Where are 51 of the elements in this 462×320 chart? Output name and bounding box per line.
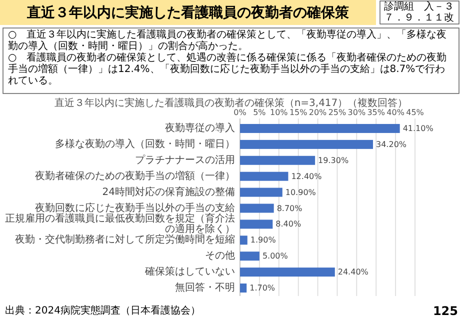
y-tick-label: 夜勤専従の導入: [165, 122, 235, 134]
data-label: 10.90%: [285, 188, 316, 197]
data-label: 1.70%: [250, 284, 276, 293]
data-label: 5.00%: [262, 252, 288, 261]
text: 125: [432, 304, 458, 318]
data-label: 8.40%: [276, 220, 302, 229]
text: ７．９．１１改: [384, 12, 454, 24]
data-label: 1.90%: [250, 236, 276, 245]
data-label: 12.40%: [291, 172, 322, 181]
text: 診調組 入－３: [384, 0, 454, 12]
data-label: 34.20%: [376, 140, 407, 149]
x-tick-label: 20%: [308, 108, 328, 117]
source-note: 出典：2024病院実態調査（日本看護協会）: [5, 304, 200, 316]
data-label: 24.40%: [338, 268, 369, 277]
text: ○ 看護職員の夜勤者の確保策として、処遇の改善に係る確保策に係る「夜勤者確保のための夜勤手当の増額（一律）」は12.4%、「夜勤回数に応じた夜勤手当以外の手当の支給」は8.7%で行われている。: [8, 52, 447, 86]
x-tick-label: 30%: [348, 108, 366, 117]
y-tick-label: 無回答・不明: [175, 282, 235, 294]
data-label: 41.10%: [402, 124, 434, 133]
bar: [240, 204, 274, 213]
text: ○ 直近３年以内に実施した看護職員の夜勤者の確保策として、「夜勤専従の導入」、「多様な夜勤の導入（回数・時間・曜日）」の割合が高かった。: [8, 28, 447, 52]
x-tick-label: 25%: [328, 108, 347, 117]
bar: [240, 220, 273, 229]
data-label: 8.70%: [276, 204, 303, 213]
x-tick-label: 45%: [406, 108, 424, 117]
x-tick-label: 0%: [234, 108, 247, 117]
bar: [240, 124, 400, 133]
x-tick-label: 5%: [253, 108, 266, 117]
x-tick-label: 35%: [367, 108, 386, 117]
y-tick-label: 多様な夜勤の導入（回数・時間・曜日）: [55, 138, 235, 150]
bar: [240, 156, 316, 165]
data-label: 19.30%: [318, 156, 349, 165]
bar: [240, 284, 247, 293]
bar: [240, 268, 335, 277]
y-tick-label: プラチナナースの活用: [135, 154, 235, 166]
chart-subtitle: 直近３年以内に実施した看護職員の夜勤者の確保策（n=3,417）（複数回答）: [54, 97, 408, 109]
y-tick-label: その他: [205, 250, 235, 262]
y-tick-label: 確保策はしていない: [144, 266, 235, 278]
bar: [240, 236, 248, 245]
bar: [240, 188, 282, 197]
y-tick-label: 夜勤回数に応じた夜勤手当以外の手当の支給: [35, 202, 235, 214]
y-tick-label: 夜勤者確保のための夜勤手当の増額（一律）: [35, 170, 235, 182]
x-tick-label: 40%: [386, 108, 405, 117]
y-tick-label: 正規雇用の看護職員に最低夜勤回数を規定（育介法の適用を除く）: [5, 212, 235, 235]
y-tick-label: 24時間対応の保育施設の整備: [102, 186, 235, 198]
x-tick-label: 10%: [270, 108, 288, 117]
y-tick-label: 夜勤・交代制勤務者に対して所定労働時間を短縮: [15, 234, 235, 246]
chart-title: 直近３年以内に実施した看護職員の夜勤者の確保策: [26, 4, 350, 21]
bar: [240, 172, 288, 181]
x-tick-label: 15%: [289, 108, 308, 117]
bar: [240, 140, 373, 149]
bar: [240, 252, 260, 261]
